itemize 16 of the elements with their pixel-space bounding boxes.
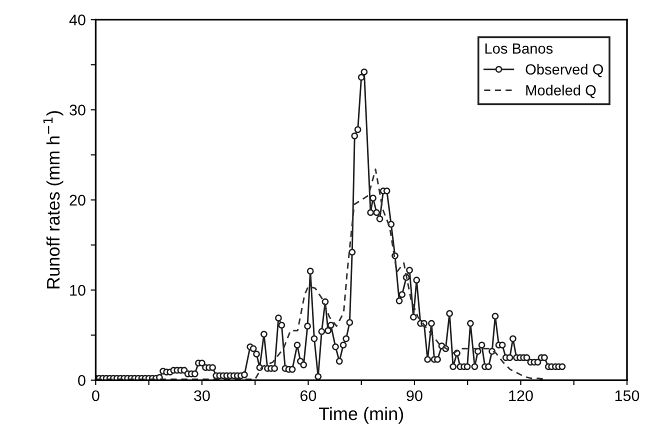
legend-label: Modeled Q — [526, 84, 596, 98]
x-axis-title: Time (min) — [318, 406, 404, 424]
y-tick-label: 0 — [78, 375, 86, 386]
x-tick-label: 30 — [194, 390, 210, 402]
x-tick-label: 60 — [300, 390, 316, 402]
y-axis-title: Runoff rates (mm h$^{−1}$) — [43, 111, 64, 288]
legend-label: Observed Q — [526, 64, 603, 78]
legend-title: Los Banos — [485, 44, 553, 54]
y-tick-label: 30 — [70, 104, 86, 116]
y-tick-label: 20 — [70, 194, 86, 206]
x-tick-label: 120 — [509, 390, 533, 402]
y-tick-label: 10 — [70, 284, 86, 296]
x-tick-label: 150 — [615, 390, 640, 402]
x-tick-label: 90 — [406, 390, 422, 402]
y-tick-label: 40 — [69, 14, 86, 26]
x-tick-label: 0 — [92, 390, 100, 402]
